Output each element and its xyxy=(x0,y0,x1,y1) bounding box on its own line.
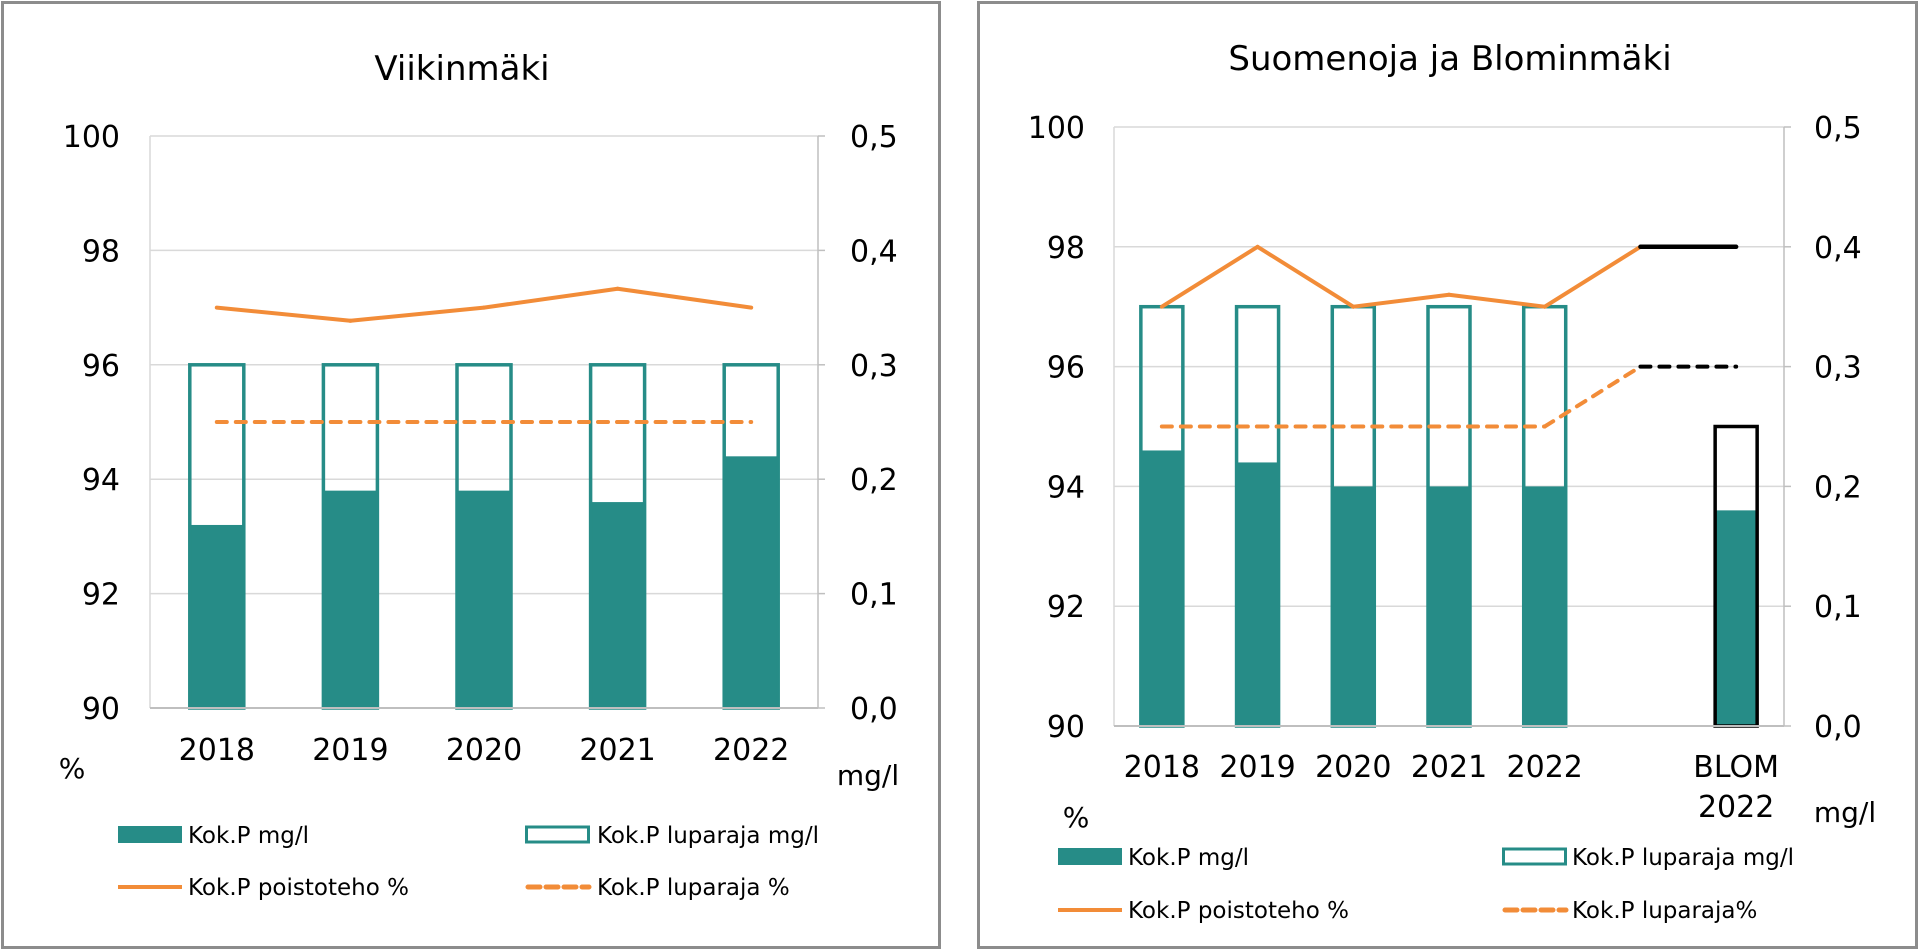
left-axis-unit-label: % xyxy=(1063,801,1090,834)
right-axis-tick-label: 0,5 xyxy=(1814,111,1862,146)
x-axis-category-label: 2018 xyxy=(1124,750,1200,785)
legend-item: Kok.P poistoteho % xyxy=(118,875,409,901)
legend-label: Kok.P poistoteho % xyxy=(188,875,409,901)
x-axis-category-label: 2022 xyxy=(713,733,789,768)
chart-suomenoja-blominmaki: Suomenoja ja Blominmäki 90 92 94 96 98 100 0,0 0… xyxy=(1028,39,1876,924)
right-axis-tick-label: 0,3 xyxy=(850,349,898,384)
x-axis-category-label: 2022 xyxy=(1698,790,1774,825)
line-kokp-poistoteho-pct-segment xyxy=(1159,244,1260,309)
right-axis-unit-label: mg/l xyxy=(837,759,899,792)
right-axis-tick-label: 0,1 xyxy=(1814,590,1862,625)
right-axis-tick-label: 0,3 xyxy=(1814,351,1862,386)
legend-label: Kok.P luparaja% xyxy=(1572,898,1757,924)
chart-panel-viikinmaki xyxy=(1,1,941,949)
line-kokp-poistoteho-pct-segment xyxy=(615,286,754,310)
bar-kokp-mgl xyxy=(189,524,244,708)
chart-title: Viikinmäki xyxy=(374,49,549,89)
chart-panel-suomenoja-blominmaki xyxy=(977,1,1918,949)
left-axis-tick-label: 94 xyxy=(1047,470,1085,505)
line-kokp-poistoteho-pct-segment xyxy=(1542,244,1643,309)
line-kokp-poistoteho-pct-segment xyxy=(348,305,486,323)
line-kokp-poistoteho-pct-segment xyxy=(214,305,353,323)
left-axis-tick-label: 94 xyxy=(82,463,120,498)
right-axis-tick-label: 0,2 xyxy=(850,463,898,498)
legend-swatch-outline-bar xyxy=(1502,847,1567,866)
left-axis-tick-label: 100 xyxy=(1028,111,1085,146)
left-axis-tick-label: 98 xyxy=(82,234,120,269)
legend-item: Kok.P mg/l xyxy=(1058,845,1249,871)
legend-swatch-filled-bar xyxy=(1058,848,1122,865)
right-axis-tick-label: 0,2 xyxy=(1814,470,1862,505)
x-axis-category-label: 2022 xyxy=(1507,750,1583,785)
line-kokp-poistoteho-pct-segment xyxy=(1351,292,1451,309)
x-axis-category-label: BLOM xyxy=(1693,750,1779,785)
x-axis-category-label: 2021 xyxy=(579,733,655,768)
x-axis-category-label: 2019 xyxy=(312,733,388,768)
right-axis-tick-label: 0,4 xyxy=(1814,231,1862,266)
right-axis-tick-label: 0,5 xyxy=(850,120,898,155)
bar-kokp-mgl xyxy=(1715,510,1758,726)
line-kokp-poistoteho-pct-segment xyxy=(1255,244,1356,309)
chart-title: Suomenoja ja Blominmäki xyxy=(1228,39,1671,79)
legend-item: Kok.P poistoteho % xyxy=(1058,898,1349,924)
x-axis-category-label: 2020 xyxy=(446,733,522,768)
left-axis-tick-label: 96 xyxy=(1047,351,1085,386)
x-axis-category-label: 2020 xyxy=(1315,750,1391,785)
bar-kokp-mgl xyxy=(1140,450,1183,726)
right-axis-tick-label: 0,4 xyxy=(850,234,898,269)
left-axis-tick-label: 98 xyxy=(1047,231,1085,266)
legend-swatch-filled-bar xyxy=(118,826,182,843)
left-axis-tick-label: 100 xyxy=(63,120,120,155)
bar-kokp-mgl xyxy=(724,456,779,708)
bar-kokp-mgl xyxy=(590,502,645,708)
left-axis-tick-label: 90 xyxy=(82,692,120,727)
x-axis-category-label: 2019 xyxy=(1219,750,1295,785)
bar-kokp-mgl xyxy=(457,490,511,708)
legend-swatch-outline-bar xyxy=(525,825,590,844)
legend-item: Kok.P luparaja mg/l xyxy=(1502,845,1794,871)
legend-label: Kok.P luparaja mg/l xyxy=(597,823,819,849)
x-axis-category-label: 2021 xyxy=(1411,750,1487,785)
bar-kokp-mgl xyxy=(323,490,378,708)
line-kokp-poistoteho-pct-segment xyxy=(1447,292,1547,309)
bar-kokp-mgl xyxy=(1428,486,1470,726)
line-kokp-poistoteho-pct-segment xyxy=(482,286,620,310)
left-axis-unit-label: % xyxy=(59,752,86,785)
right-axis-tick-label: 0,0 xyxy=(850,692,898,727)
right-axis-unit-label: mg/l xyxy=(1814,796,1876,829)
chart-viikinmaki: Viikinmäki 90 92 94 96 98 100 0,0 0,1 0,2 0,3 0,4 0,… xyxy=(59,49,899,901)
left-axis-tick-label: 96 xyxy=(82,349,120,384)
legend-item: Kok.P mg/l xyxy=(118,823,309,849)
legend-item: Kok.P luparaja% xyxy=(1502,898,1757,924)
left-axis-tick-label: 92 xyxy=(1047,590,1085,625)
left-axis-tick-label: 90 xyxy=(1047,710,1085,745)
legend-label: Kok.P poistoteho % xyxy=(1128,898,1349,924)
legend-label: Kok.P luparaja mg/l xyxy=(1572,845,1794,871)
bar-kokp-mgl xyxy=(1523,486,1566,726)
bar-kokp-mgl xyxy=(1236,462,1279,726)
legend-item: Kok.P luparaja mg/l xyxy=(525,823,819,849)
legend-item: Kok.P luparaja % xyxy=(525,875,790,901)
legend-label: Kok.P mg/l xyxy=(188,823,309,849)
legend-label: Kok.P luparaja % xyxy=(597,875,790,901)
right-axis-tick-label: 0,0 xyxy=(1814,710,1862,745)
bar-kokp-mgl xyxy=(1332,486,1375,726)
left-axis-tick-label: 92 xyxy=(82,578,120,613)
x-axis-category-label: 2018 xyxy=(179,733,255,768)
line-kokp-luparaja-pct-segment xyxy=(1542,364,1643,429)
legend-label: Kok.P mg/l xyxy=(1128,845,1249,871)
right-axis-tick-label: 0,1 xyxy=(850,578,898,613)
